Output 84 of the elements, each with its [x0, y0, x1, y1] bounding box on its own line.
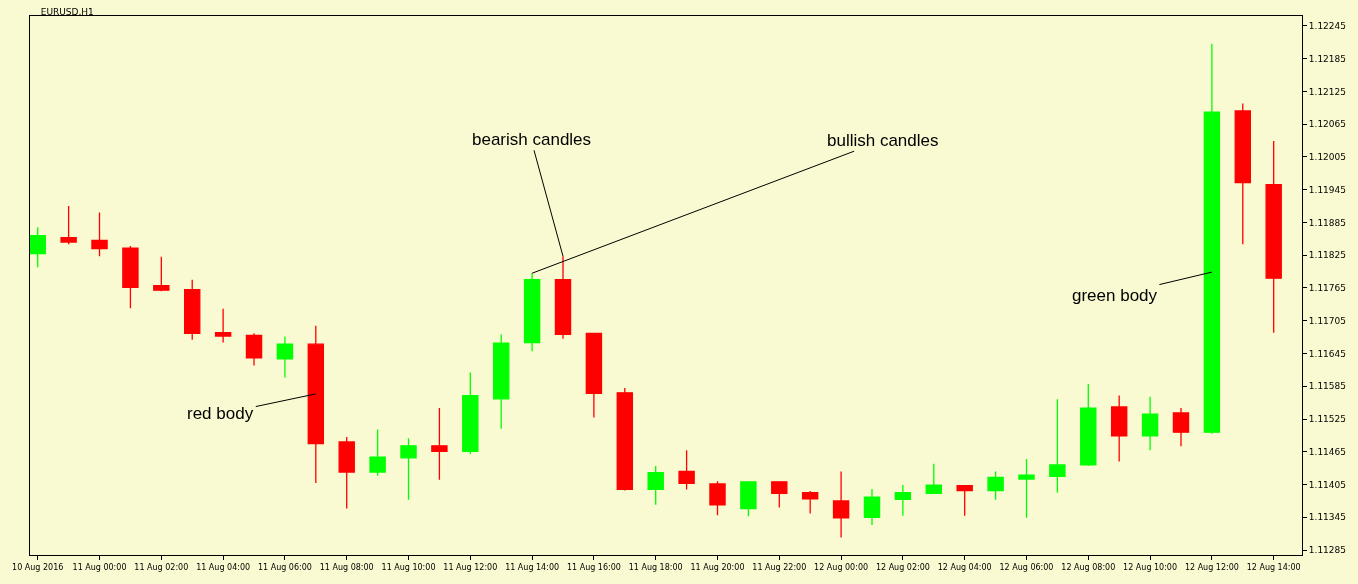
- x-tick-label: 11 Aug 18:00: [628, 562, 683, 572]
- annotation: red body: [187, 404, 254, 423]
- y-tick-label: 1.11825: [1308, 250, 1347, 261]
- y-tick-label: 1.11525: [1308, 414, 1347, 425]
- candlestick: [554, 255, 572, 340]
- candlestick: [307, 324, 325, 484]
- candlestick: [276, 335, 294, 379]
- x-tick-label: 12 Aug 08:00: [1061, 562, 1116, 572]
- candlestick: [925, 463, 943, 495]
- candlestick: [30, 226, 46, 268]
- candlestick: [214, 308, 232, 344]
- candlestick: [1049, 398, 1066, 494]
- candlestick: [184, 279, 201, 341]
- candlestick: [91, 211, 108, 257]
- x-tick-label: 11 Aug 00:00: [72, 562, 127, 572]
- y-tick-label: 1.12065: [1308, 119, 1347, 130]
- y-tick-label: 1.11885: [1308, 217, 1347, 228]
- candlestick: [863, 488, 881, 526]
- annotation: bullish candles: [827, 131, 939, 150]
- x-tick-label: 11 Aug 12:00: [443, 562, 498, 572]
- candlestick: [894, 484, 912, 517]
- candlestick: [245, 332, 263, 367]
- candlestick: [771, 481, 788, 509]
- candlestick: [1203, 43, 1221, 435]
- y-tick-label: 1.11285: [1308, 545, 1347, 556]
- candlestick: [801, 490, 819, 515]
- candlestick: [678, 449, 695, 491]
- x-tick-label: 12 Aug 00:00: [814, 562, 869, 572]
- candlestick: [709, 480, 726, 516]
- candlestick: [431, 407, 448, 481]
- x-tick-label: 11 Aug 10:00: [381, 562, 436, 572]
- candlestick: [1172, 407, 1190, 447]
- annotation: bearish candles: [472, 130, 592, 149]
- candlestick: [153, 256, 170, 292]
- candlestick: [1110, 394, 1128, 463]
- y-tick-label: 1.11645: [1308, 348, 1347, 359]
- x-tick-label: 11 Aug 16:00: [566, 562, 621, 572]
- candlestick: [585, 332, 603, 419]
- y-tick-label: 1.11945: [1308, 184, 1347, 195]
- x-tick-label: 12 Aug 14:00: [1246, 562, 1301, 572]
- x-tick-label: 11 Aug 06:00: [257, 562, 312, 572]
- x-tick-label: 12 Aug 12:00: [1184, 562, 1239, 572]
- candlestick: [492, 333, 510, 430]
- candlestick: [1265, 140, 1282, 334]
- x-tick-label: 11 Aug 02:00: [134, 562, 189, 572]
- x-tick-label: 12 Aug 02:00: [875, 562, 930, 572]
- candlestick: [832, 470, 850, 539]
- x-tick-label: 12 Aug 06:00: [999, 562, 1054, 572]
- candlestick: [60, 205, 77, 245]
- y-tick-label: 1.11765: [1308, 283, 1347, 294]
- y-tick-label: 1.12245: [1308, 20, 1347, 31]
- x-tick-label: 12 Aug 04:00: [937, 562, 992, 572]
- candlestick: [956, 485, 973, 517]
- candlestick: [740, 481, 757, 517]
- x-tick-label: 11 Aug 04:00: [196, 562, 251, 572]
- x-tick-label: 11 Aug 08:00: [319, 562, 374, 572]
- y-tick-label: 1.11585: [1308, 381, 1347, 392]
- y-tick-label: 1.11345: [1308, 512, 1347, 523]
- candlestick: [616, 387, 634, 492]
- y-tick-label: 1.12005: [1308, 152, 1347, 163]
- candlestick: [1080, 383, 1097, 467]
- candlestick: [369, 428, 386, 477]
- y-tick-label: 1.12185: [1308, 53, 1347, 64]
- x-tick-label: 11 Aug 22:00: [752, 562, 807, 572]
- y-tick-label: 1.11465: [1308, 446, 1347, 457]
- y-tick-label: 1.12125: [1308, 86, 1347, 97]
- candlestick: [1018, 458, 1035, 519]
- x-tick-label: 11 Aug 14:00: [505, 562, 560, 572]
- x-tick-label: 10 Aug 2016: [12, 562, 64, 572]
- candlestick: [647, 465, 664, 506]
- x-tick-label: 11 Aug 20:00: [690, 562, 745, 572]
- y-tick-label: 1.11405: [1308, 479, 1347, 490]
- y-tick-label: 1.11705: [1308, 315, 1347, 326]
- x-tick-label: 12 Aug 10:00: [1123, 562, 1178, 572]
- candlestick: [122, 245, 139, 309]
- candlestick: [1141, 395, 1159, 451]
- annotation: green body: [1072, 286, 1158, 305]
- candlestick: [987, 470, 1004, 501]
- chart-title: EURUSD,H1: [40, 7, 94, 18]
- candlestick: [462, 371, 479, 455]
- candlestick: [400, 437, 417, 501]
- candlestick: [523, 272, 541, 352]
- candlestick: [1234, 102, 1251, 245]
- candlestick: [338, 436, 355, 510]
